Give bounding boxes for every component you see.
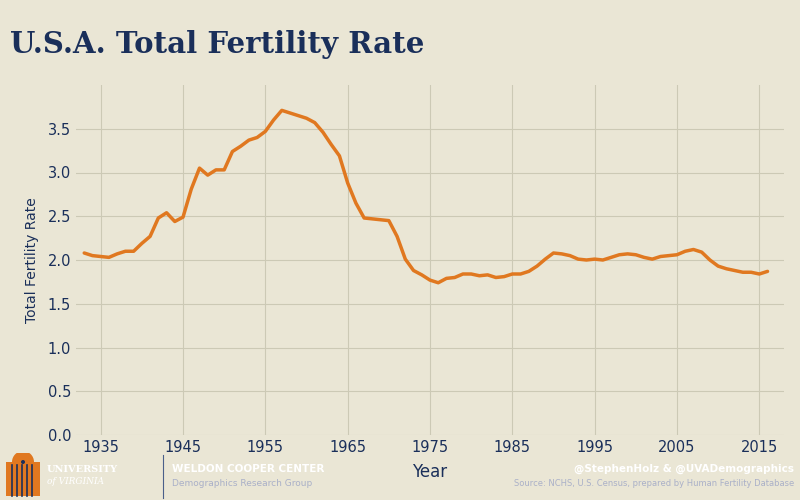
Text: WELDON COOPER CENTER: WELDON COOPER CENTER <box>172 464 324 474</box>
Text: U.S.A. Total Fertility Rate: U.S.A. Total Fertility Rate <box>10 30 424 59</box>
Circle shape <box>21 460 25 464</box>
Bar <box>6 462 40 496</box>
Text: Demographics Research Group: Demographics Research Group <box>172 480 312 488</box>
Text: Source: NCHS, U.S. Census, prepared by Human Fertility Database: Source: NCHS, U.S. Census, prepared by H… <box>514 480 794 488</box>
X-axis label: Year: Year <box>413 463 447 481</box>
Text: UNIVERSITY: UNIVERSITY <box>47 466 118 474</box>
Text: of VIRGINIA: of VIRGINIA <box>47 478 104 486</box>
Text: @StephenHolz & @UVADemographics: @StephenHolz & @UVADemographics <box>574 464 794 474</box>
Wedge shape <box>12 451 34 462</box>
Y-axis label: Total Fertility Rate: Total Fertility Rate <box>26 197 39 323</box>
